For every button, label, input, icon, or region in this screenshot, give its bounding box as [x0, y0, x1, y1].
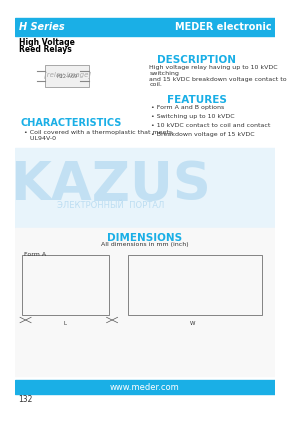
Text: High Voltage: High Voltage — [19, 38, 74, 47]
Text: Form A: Form A — [24, 252, 46, 257]
Text: FEATURES: FEATURES — [167, 95, 227, 105]
Text: W: W — [190, 321, 195, 326]
Text: All dimensions in mm (inch): All dimensions in mm (inch) — [101, 242, 189, 247]
Bar — [15, 228, 275, 376]
Bar — [46, 65, 89, 87]
Text: KAZUS: KAZUS — [10, 159, 211, 211]
Text: • 10 kVDC contact to coil and contact: • 10 kVDC contact to coil and contact — [151, 123, 270, 128]
Text: L: L — [64, 321, 67, 326]
Text: • Coil covered with a thermoplastic that meets
   UL94V-0: • Coil covered with a thermoplastic that… — [24, 130, 172, 141]
Text: H12-A69: H12-A69 — [56, 74, 78, 79]
Text: CHARACTERISTICS: CHARACTERISTICS — [21, 118, 122, 128]
Text: • Breakdown voltage of 15 kVDC: • Breakdown voltage of 15 kVDC — [151, 132, 255, 137]
Text: • Switching up to 10 kVDC: • Switching up to 10 kVDC — [151, 114, 235, 119]
Bar — [15, 380, 275, 394]
Text: High voltage relay having up to 10 kVDC switching
and 15 kVDC breakdown voltage : High voltage relay having up to 10 kVDC … — [149, 65, 287, 88]
Text: ЭЛЕКТРОННЫЙ  ПОРТАЛ: ЭЛЕКТРОННЫЙ ПОРТАЛ — [57, 201, 164, 210]
Text: DESCRIPTION: DESCRIPTION — [158, 55, 236, 65]
Bar — [15, 18, 275, 36]
Bar — [22, 255, 109, 315]
Text: [relay image]: [relay image] — [44, 72, 91, 78]
Text: Reed Relays: Reed Relays — [19, 45, 71, 54]
Bar — [15, 148, 275, 228]
Text: 132: 132 — [19, 395, 33, 404]
Text: www.meder.com: www.meder.com — [110, 382, 180, 391]
Text: DIMENSIONS: DIMENSIONS — [107, 233, 182, 243]
Text: • Form A and B options: • Form A and B options — [151, 105, 224, 110]
Bar — [128, 255, 262, 315]
Text: H Series: H Series — [19, 22, 64, 32]
Text: MEDER electronic: MEDER electronic — [175, 22, 271, 32]
